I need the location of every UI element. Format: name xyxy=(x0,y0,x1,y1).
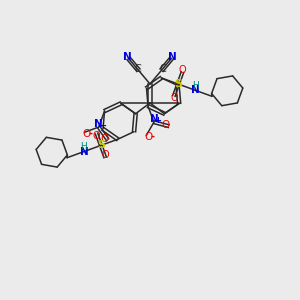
Text: N: N xyxy=(191,85,200,95)
Text: O: O xyxy=(101,150,109,160)
Text: O: O xyxy=(162,120,170,130)
Text: +: + xyxy=(154,116,161,125)
Text: N: N xyxy=(80,147,88,157)
Text: -: - xyxy=(88,128,92,138)
Text: -: - xyxy=(150,131,154,141)
Text: N: N xyxy=(168,52,177,62)
Text: O: O xyxy=(144,132,152,142)
Text: O: O xyxy=(93,130,100,141)
Text: H: H xyxy=(80,142,87,151)
Text: O: O xyxy=(178,65,186,75)
Text: C: C xyxy=(159,64,166,74)
Text: O: O xyxy=(82,129,91,139)
Text: N: N xyxy=(123,52,132,62)
Text: S: S xyxy=(174,79,182,89)
Text: H: H xyxy=(192,81,198,90)
Text: +: + xyxy=(99,121,106,130)
Text: S: S xyxy=(97,140,105,150)
Text: O: O xyxy=(100,134,109,144)
Text: N: N xyxy=(94,119,103,129)
Text: O: O xyxy=(170,93,178,103)
Text: C: C xyxy=(134,64,141,74)
Text: N: N xyxy=(149,114,158,124)
